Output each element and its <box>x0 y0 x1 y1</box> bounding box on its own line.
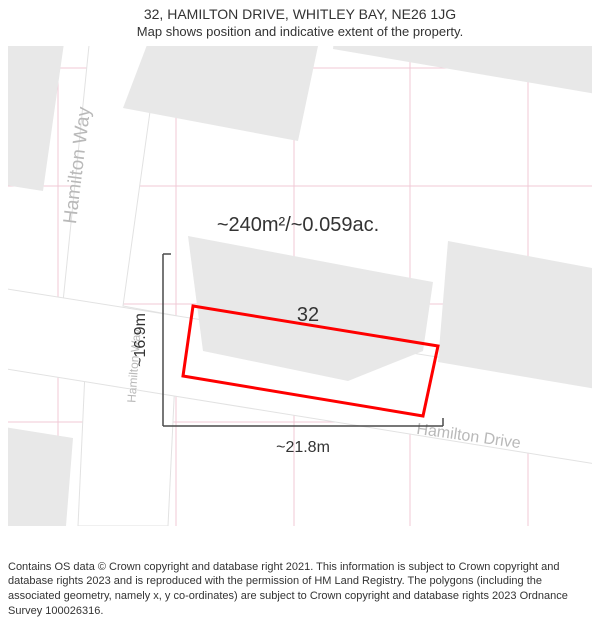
map-diagram: Hamilton WayHamilton WayHamilton Drive32… <box>8 46 592 526</box>
header: 32, HAMILTON DRIVE, WHITLEY BAY, NE26 1J… <box>0 0 600 39</box>
height-label: ~16.9m <box>132 313 149 367</box>
page-title: 32, HAMILTON DRIVE, WHITLEY BAY, NE26 1J… <box>0 6 600 22</box>
area-label: ~240m²/~0.059ac. <box>217 214 379 236</box>
width-label: ~21.8m <box>276 439 330 456</box>
map-svg: Hamilton WayHamilton WayHamilton Drive32… <box>8 46 592 526</box>
house-number-label: 32 <box>297 304 319 326</box>
footer-copyright: Contains OS data © Crown copyright and d… <box>8 560 592 619</box>
page-container: 32, HAMILTON DRIVE, WHITLEY BAY, NE26 1J… <box>0 0 600 625</box>
building <box>8 426 73 526</box>
page-subtitle: Map shows position and indicative extent… <box>0 24 600 39</box>
